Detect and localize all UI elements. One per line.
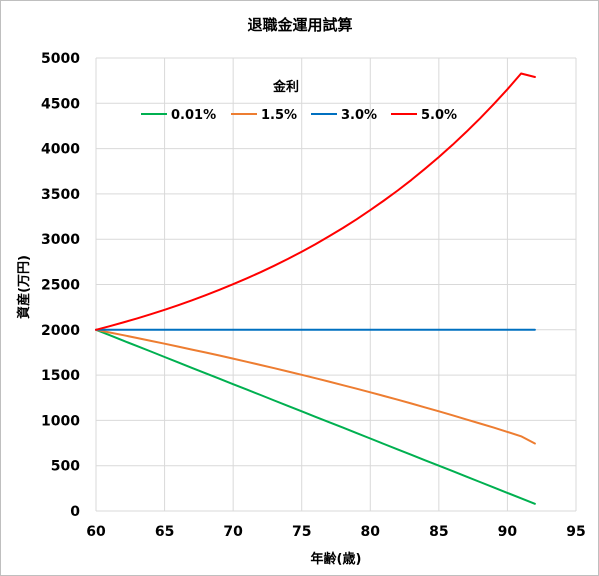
gridlines <box>95 57 577 512</box>
x-tick-label: 90 <box>498 524 518 540</box>
legend-title: 金利 <box>272 79 299 95</box>
y-tick-label: 500 <box>51 459 80 475</box>
legend-label: 5.0% <box>421 108 457 123</box>
series-line-0.01% <box>95 328 536 505</box>
legend-items: 0.01% 1.5% 3.0% 5.0% <box>141 108 457 123</box>
y-tick-label: 4500 <box>41 96 80 112</box>
x-tick-label: 60 <box>86 524 106 540</box>
y-tick-label: 2000 <box>41 323 80 339</box>
x-tick-label: 70 <box>223 524 243 540</box>
y-axis-title: 資産(万円) <box>16 255 32 319</box>
x-axis-title: 年齢(歳) <box>311 551 362 567</box>
y-tick-label: 1500 <box>41 368 80 384</box>
y-axis-ticks: 0 500 1000 1500 2000 2500 3000 3500 4000 4500 5000 <box>41 51 80 520</box>
legend: 金利 0.01% 1.5% 3.0% 5.0% <box>141 79 457 123</box>
y-tick-label: 1000 <box>41 413 80 429</box>
y-tick-label: 3000 <box>41 232 80 248</box>
chart-title: 退職金運用試算 <box>247 16 352 34</box>
series-line-1.5% <box>95 328 536 445</box>
legend-label: 3.0% <box>341 108 377 123</box>
y-tick-label: 2500 <box>41 278 80 294</box>
legend-label: 1.5% <box>261 108 297 123</box>
x-tick-label: 80 <box>361 524 381 540</box>
x-tick-label: 95 <box>566 524 585 540</box>
y-tick-label: 5000 <box>41 51 80 67</box>
y-tick-label: 3500 <box>41 187 80 203</box>
y-tick-label: 0 <box>70 504 80 520</box>
series-lines <box>95 72 536 505</box>
y-tick-label: 4000 <box>41 142 80 158</box>
x-tick-label: 65 <box>155 524 174 540</box>
legend-label: 0.01% <box>171 108 216 123</box>
x-axis-ticks: 60 65 70 75 80 85 90 95 <box>86 524 585 540</box>
series-line-5.0% <box>95 72 536 331</box>
x-tick-label: 75 <box>292 524 311 540</box>
x-tick-label: 85 <box>429 524 448 540</box>
